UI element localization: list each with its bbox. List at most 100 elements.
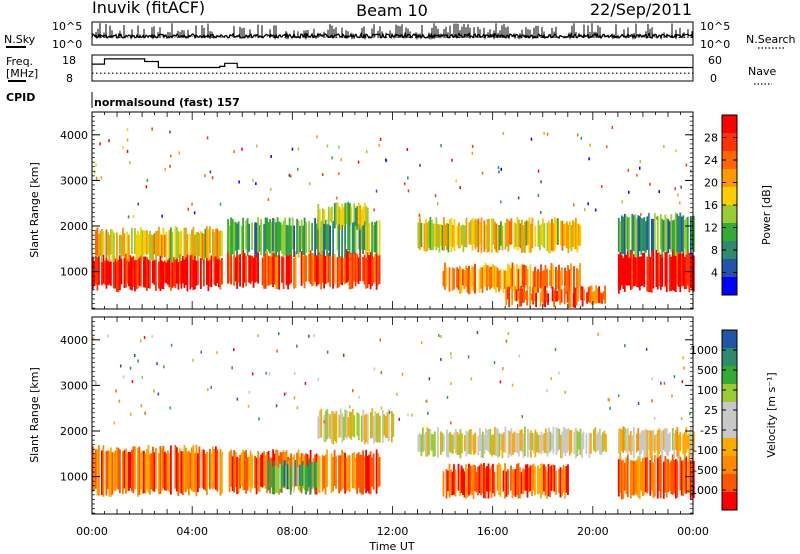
power-colorbar-swatch	[722, 223, 737, 242]
velocity-speckle	[95, 381, 97, 385]
velocity-cell-1	[251, 454, 253, 489]
power-cell-4	[345, 202, 348, 224]
power-speckle	[437, 202, 439, 206]
power-colorbar-swatch	[722, 259, 737, 278]
power-cell-5	[432, 223, 435, 250]
velocity-cell-3	[386, 412, 389, 439]
power-cell-1	[198, 233, 201, 257]
power-cell-2	[357, 257, 360, 284]
velocity-cell-4	[545, 428, 547, 453]
velocity-cell-0	[128, 452, 130, 491]
power-cell-1	[98, 233, 100, 257]
velocity-cell-5	[447, 470, 449, 492]
power-cell-4	[365, 206, 368, 226]
velocity-speckle	[380, 371, 383, 375]
velocity-cell-7	[674, 430, 677, 450]
velocity-cell-6	[643, 456, 646, 495]
velocity-data	[92, 331, 695, 500]
velocity-speckle	[660, 381, 662, 385]
velocity-speckle	[401, 372, 404, 376]
velocity-cell-5	[465, 464, 467, 499]
power-cell-1	[102, 231, 105, 254]
power-cell-8	[661, 253, 664, 287]
velocity-cell-7	[668, 432, 671, 452]
velocity-cell-1	[372, 453, 375, 490]
velocity-cell-4	[464, 435, 466, 452]
velocity-cell-4	[432, 434, 435, 457]
velocity-cell-1	[338, 455, 340, 494]
power-cell-8	[643, 252, 646, 288]
velocity-cell-1	[236, 456, 238, 495]
nave-label: Nave	[748, 65, 776, 78]
power-speckle	[291, 147, 294, 151]
velocity-cell-1	[254, 455, 256, 489]
velocity-cell-0	[168, 453, 171, 492]
velocity-speckle	[440, 357, 442, 361]
power-cell-1	[123, 233, 126, 259]
power-cell-5	[539, 225, 541, 251]
power-cell-7	[568, 291, 570, 308]
power-cell-5	[551, 219, 553, 251]
power-cell-1	[213, 231, 216, 257]
velocity-cell-7	[617, 428, 620, 454]
velocity-cell-0	[164, 451, 166, 491]
velocity-cell-0	[194, 452, 196, 492]
power-cell-9	[653, 213, 656, 250]
velocity-cell-5	[481, 464, 484, 494]
velocity-cell-3	[371, 408, 374, 438]
velocity-cell-4	[425, 432, 427, 457]
velocity-cell-1	[233, 450, 235, 493]
power-cell-9	[620, 215, 623, 255]
velocity-cell-5	[525, 464, 527, 491]
velocity-cell-6	[671, 454, 674, 495]
power-cell-3	[353, 221, 355, 255]
power-cell-5	[456, 225, 459, 246]
velocity-cell-1	[351, 453, 354, 489]
power-cell-9	[619, 221, 622, 253]
velocity-cell-5	[472, 464, 475, 499]
power-cell-2	[245, 255, 247, 287]
velocity-cell-4	[482, 431, 484, 458]
velocity-cell-1	[332, 456, 334, 492]
velocity-cell-0	[107, 450, 109, 490]
power-cell-5	[570, 224, 573, 252]
velocity-cell-1	[257, 451, 259, 492]
power-colorbar-tick-label: 20	[704, 177, 718, 190]
velocity-cell-6	[688, 454, 691, 494]
power-speckle	[611, 126, 614, 129]
power-cell-6	[499, 269, 502, 290]
cpid-program: normalsound (fast) 157	[94, 96, 240, 109]
power-cell-8	[635, 256, 638, 288]
power-cell-6	[451, 267, 454, 291]
power-cell-2	[315, 255, 318, 287]
power-cell-1	[146, 230, 148, 255]
power-cell-2	[344, 254, 346, 284]
power-cell-0	[168, 256, 171, 288]
n-search-tick-bottom: 10^0	[700, 38, 730, 51]
power-cell-3	[327, 218, 330, 251]
power-cell-9	[647, 213, 650, 257]
power-cell-4	[330, 206, 333, 223]
power-ytick-label: 4000	[60, 129, 88, 142]
velocity-cell-0	[146, 449, 148, 489]
power-cell-1	[96, 227, 99, 256]
velocity-cell-0	[192, 444, 195, 492]
power-cell-9	[637, 215, 640, 258]
power-cell-1	[137, 231, 139, 258]
power-cell-9	[679, 212, 682, 253]
velocity-cell-5	[555, 471, 557, 495]
velocity-cell-4	[579, 428, 582, 455]
time-axis-label: Time UT	[368, 540, 414, 553]
velocity-cell-4	[519, 429, 522, 451]
power-cell-5	[542, 218, 544, 247]
power-cell-0	[104, 260, 106, 285]
power-cell-7	[590, 285, 593, 305]
power-cell-0	[176, 256, 178, 284]
power-cell-5	[473, 220, 475, 245]
power-speckle	[270, 187, 272, 191]
power-speckle	[122, 146, 124, 150]
power-colorbar-swatch	[722, 151, 737, 170]
power-cell-7	[556, 291, 558, 302]
velocity-cell-5	[507, 469, 509, 495]
power-cell-1	[192, 226, 195, 260]
